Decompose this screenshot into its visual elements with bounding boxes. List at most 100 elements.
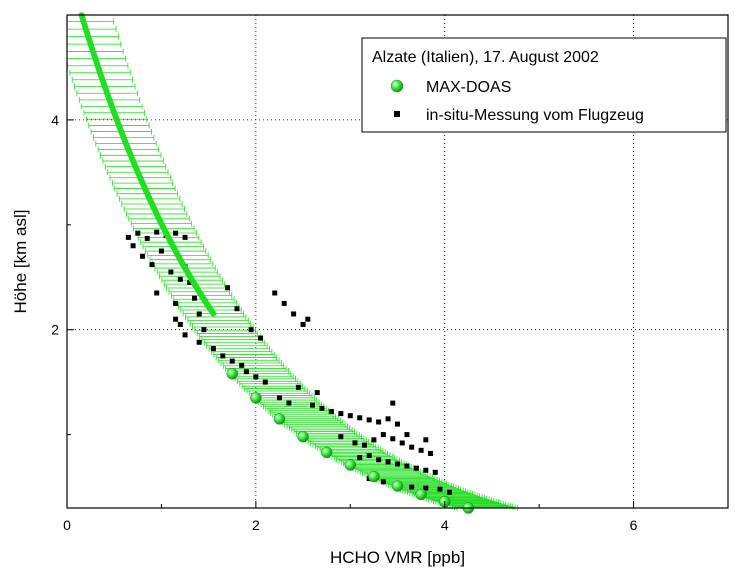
legend-insitu-label: in-situ-Messung vom Flugzeug xyxy=(426,107,644,124)
insitu-point xyxy=(234,306,240,312)
insitu-point xyxy=(291,311,297,317)
insitu-point xyxy=(357,455,363,461)
insitu-point xyxy=(399,440,405,446)
maxdoas-point xyxy=(273,413,286,425)
insitu-point xyxy=(173,316,179,322)
insitu-point xyxy=(149,262,155,268)
insitu-point xyxy=(385,459,391,465)
maxdoas-point xyxy=(210,310,217,317)
legend-box xyxy=(361,37,727,133)
insitu-point xyxy=(347,413,353,419)
insitu-point xyxy=(366,417,372,423)
maxdoas-points xyxy=(78,12,475,514)
x-tick-label: 6 xyxy=(630,517,638,533)
insitu-point xyxy=(305,316,311,322)
insitu-point xyxy=(130,243,136,249)
insitu-point xyxy=(446,489,452,495)
insitu-point xyxy=(404,463,410,469)
insitu-point xyxy=(395,421,400,427)
insitu-point xyxy=(338,411,344,417)
maxdoas-point xyxy=(391,480,404,492)
insitu-point xyxy=(357,415,363,421)
insitu-point xyxy=(380,479,386,485)
insitu-point xyxy=(390,400,396,406)
insitu-point xyxy=(177,321,183,327)
insitu-point xyxy=(196,339,202,345)
insitu-point xyxy=(376,457,382,463)
insitu-point xyxy=(286,400,292,406)
insitu-point xyxy=(432,469,438,475)
x-tick-label: 2 xyxy=(252,517,260,533)
maxdoas-point xyxy=(297,430,309,443)
insitu-point xyxy=(276,395,282,401)
insitu-point xyxy=(371,437,377,443)
insitu-point xyxy=(314,390,320,396)
x-tick-label: 4 xyxy=(441,517,449,533)
insitu-point xyxy=(243,369,249,375)
insitu-point xyxy=(376,419,382,425)
insitu-point xyxy=(390,436,396,442)
insitu-point xyxy=(220,353,226,359)
insitu-point xyxy=(182,234,188,240)
insitu-point xyxy=(173,300,179,306)
maxdoas-point xyxy=(320,446,333,459)
insitu-point xyxy=(338,434,344,440)
insitu-point xyxy=(380,432,386,438)
insitu-point xyxy=(177,276,183,282)
insitu-point xyxy=(258,335,264,341)
legend-title: Alzate (Italien), 17. August 2002 xyxy=(372,49,599,66)
insitu-point xyxy=(423,467,429,473)
insitu-point xyxy=(248,327,254,333)
insitu-point xyxy=(229,358,235,364)
insitu-point xyxy=(201,327,207,333)
maxdoas-point xyxy=(368,470,380,483)
insitu-point xyxy=(409,484,415,490)
insitu-point xyxy=(225,285,231,291)
y-tick-label: 4 xyxy=(51,112,59,128)
insitu-point xyxy=(310,402,316,408)
insitu-point xyxy=(173,230,179,236)
maxdoas-point xyxy=(344,459,357,471)
y-tick-label: 2 xyxy=(51,322,59,338)
insitu-point xyxy=(253,374,259,380)
x-tick-label: 0 xyxy=(63,517,71,533)
insitu-point xyxy=(187,279,193,285)
insitu-point xyxy=(404,432,410,438)
insitu-point xyxy=(319,405,325,411)
legend: Alzate (Italien), 17. August 2002 MAX-DO… xyxy=(361,37,727,133)
insitu-point xyxy=(295,384,301,390)
insitu-point xyxy=(366,453,372,459)
insitu-point xyxy=(423,485,429,491)
maxdoas-point xyxy=(226,367,238,380)
insitu-point xyxy=(158,248,164,254)
x-axis-title: HCHO VMR [ppb] xyxy=(330,548,465,567)
insitu-point xyxy=(437,486,443,492)
insitu-point xyxy=(191,295,197,301)
insitu-point xyxy=(239,362,245,368)
insitu-point xyxy=(196,311,202,317)
plot-frame xyxy=(66,14,729,509)
insitu-point xyxy=(385,416,391,422)
insitu-point xyxy=(409,444,415,450)
insitu-point xyxy=(168,269,174,275)
insitu-point xyxy=(328,408,334,414)
insitu-point xyxy=(423,437,429,443)
legend-maxdoas-symbol xyxy=(390,79,404,93)
axis-ticks: 0 2 4 6 2 4 xyxy=(51,112,637,533)
legend-insitu-symbol xyxy=(394,111,400,117)
insitu-point xyxy=(144,235,150,241)
maxdoas-point xyxy=(250,392,262,404)
insitu-point xyxy=(418,447,424,453)
insitu-point xyxy=(281,300,287,306)
insitu-point xyxy=(140,253,146,259)
insitu-point xyxy=(352,440,358,446)
insitu-point xyxy=(300,321,306,327)
insitu-point xyxy=(262,379,268,385)
insitu-point xyxy=(154,229,160,235)
insitu-points xyxy=(125,229,452,495)
insitu-point xyxy=(210,346,216,352)
insitu-point xyxy=(135,230,141,236)
insitu-point xyxy=(125,234,131,240)
insitu-point xyxy=(272,290,278,296)
